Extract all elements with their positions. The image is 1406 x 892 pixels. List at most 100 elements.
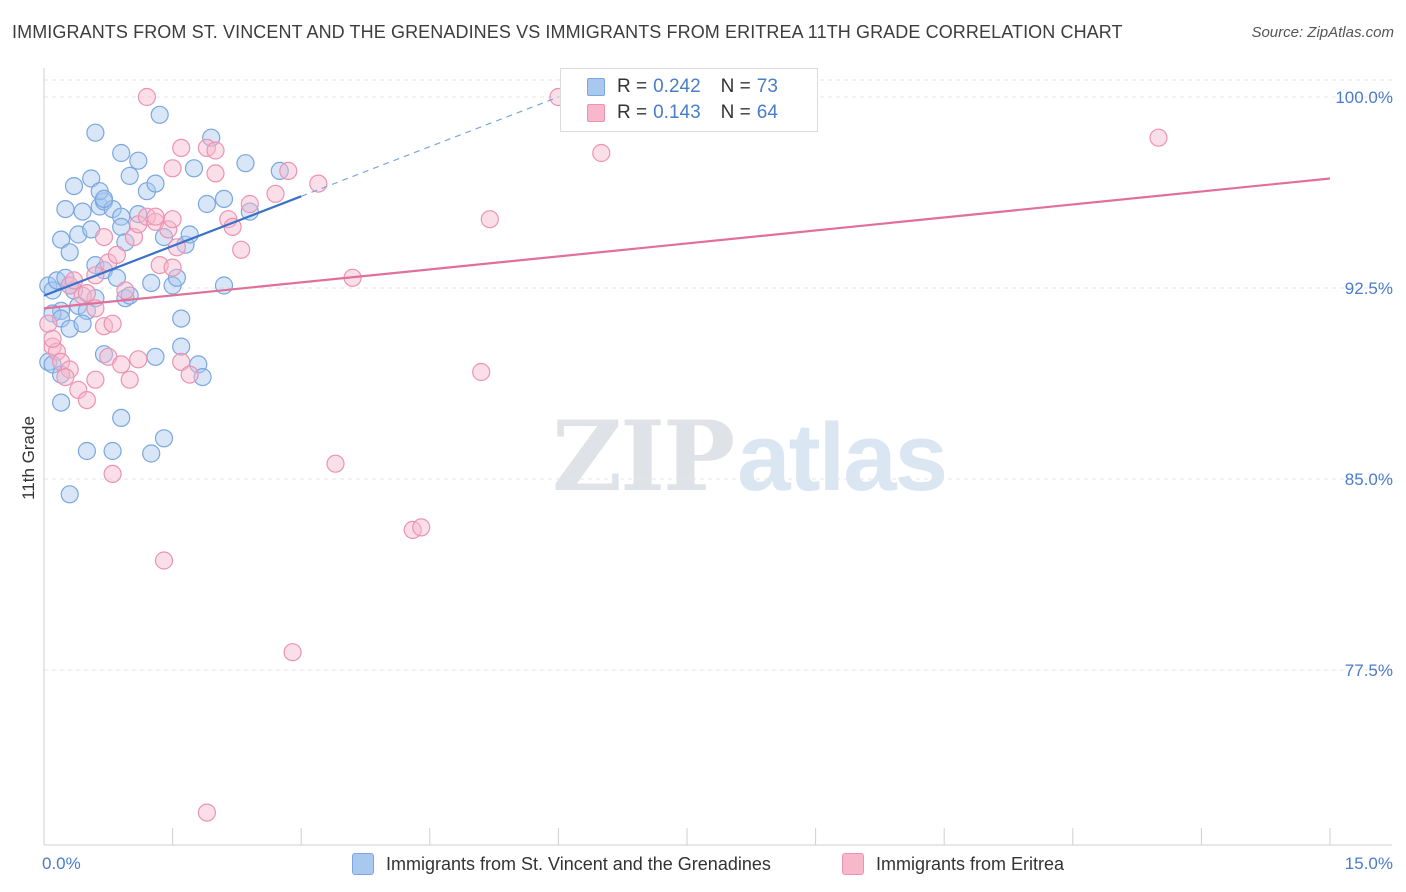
data-point-eritrea (412, 518, 431, 537)
data-point-st-vincent (56, 200, 75, 219)
data-point-st-vincent (60, 243, 79, 262)
legend-r-value: 0.143 (653, 102, 701, 123)
data-point-eritrea (103, 464, 122, 483)
data-point-eritrea (197, 803, 216, 822)
y-tick-label: 100.0% (1335, 88, 1393, 107)
data-point-st-vincent (154, 429, 174, 448)
data-point-eritrea (279, 161, 298, 180)
data-point-eritrea (232, 240, 251, 259)
source-credit: Source: ZipAtlas.com (1251, 24, 1394, 41)
data-point-eritrea (309, 174, 328, 193)
data-point-eritrea (1149, 128, 1168, 147)
legend-swatch-blue (587, 78, 605, 96)
trend-line-st-vincent-extension (300, 96, 559, 197)
data-point-eritrea (163, 159, 182, 178)
series-legend: Immigrants from St. Vincent and the Gren… (0, 850, 1406, 878)
data-point-eritrea (146, 207, 165, 226)
watermark-atlas: atlas (737, 404, 948, 511)
data-point-st-vincent (167, 268, 186, 287)
y-axis-label: 11th Grade (19, 416, 38, 500)
data-point-st-vincent (129, 151, 148, 170)
data-point-eritrea (77, 391, 97, 410)
data-point-eritrea (112, 355, 131, 374)
data-point-eritrea (94, 228, 114, 247)
series-legend-pink: Immigrants from Eritrea (842, 850, 1064, 878)
data-point-eritrea (159, 220, 178, 239)
data-point-st-vincent (60, 485, 79, 504)
legend-row-pink: R = 0.143 N = 64 (587, 101, 778, 125)
stats-legend: R = 0.242 N = 73 R = 0.143 N = 64 (560, 68, 818, 132)
data-point-st-vincent (77, 441, 97, 461)
data-point-eritrea (129, 350, 148, 369)
legend-n-label: N = (720, 76, 751, 97)
data-point-eritrea (103, 314, 122, 333)
data-point-st-vincent (82, 169, 101, 188)
series-legend-blue: Immigrants from St. Vincent and the Gren… (352, 850, 771, 878)
data-point-eritrea (137, 87, 156, 107)
data-point-st-vincent (184, 159, 204, 178)
data-point-eritrea (206, 164, 225, 183)
data-point-st-vincent (73, 314, 92, 333)
y-tick-label: 85.0% (1345, 470, 1393, 489)
data-point-eritrea (163, 210, 182, 229)
data-point-st-vincent (103, 441, 122, 461)
data-point-st-vincent (142, 444, 161, 463)
legend-n-label: N = (720, 102, 751, 123)
data-point-eritrea (39, 314, 58, 333)
legend-r-label: R = (617, 102, 648, 123)
y-tick-labels: 100.0% 92.5% 85.0% 77.5% (1335, 88, 1393, 680)
data-point-eritrea (172, 138, 191, 157)
series-pink-points (39, 87, 1168, 822)
data-point-eritrea (86, 370, 105, 389)
data-point-eritrea (266, 184, 285, 203)
trend-line-st-vincent (43, 195, 302, 297)
data-point-st-vincent (197, 194, 216, 214)
data-point-st-vincent (214, 189, 234, 208)
data-point-st-vincent (142, 273, 161, 292)
data-point-st-vincent (120, 166, 139, 185)
data-point-eritrea (172, 352, 191, 371)
data-point-st-vincent (116, 233, 135, 252)
data-point-st-vincent (240, 202, 259, 221)
data-point-st-vincent (146, 174, 165, 193)
series-name-blue: Immigrants from St. Vincent and the Gren… (386, 853, 771, 874)
legend-row-blue: R = 0.242 N = 73 (587, 75, 778, 99)
data-point-st-vincent (86, 123, 105, 142)
data-point-eritrea (43, 329, 62, 348)
legend-n-value: 64 (756, 102, 778, 123)
data-point-eritrea (240, 194, 259, 214)
axes (43, 68, 1392, 846)
data-point-eritrea (480, 210, 499, 229)
legend-n-value: 73 (756, 76, 778, 97)
data-point-eritrea (472, 362, 491, 382)
data-point-st-vincent (64, 177, 84, 196)
series-swatch-blue (352, 853, 374, 875)
data-point-eritrea (56, 368, 75, 387)
data-point-st-vincent (73, 202, 92, 221)
x-tick-label: 15.0% (1345, 854, 1393, 873)
data-point-st-vincent (43, 304, 62, 323)
series-swatch-pink (842, 853, 864, 875)
x-tick-labels: 0.0% 15.0% (42, 854, 1393, 873)
watermark-zip: ZIP (552, 400, 735, 513)
chart-title: IMMIGRANTS FROM ST. VINCENT AND THE GREN… (12, 22, 1123, 42)
data-point-st-vincent (112, 408, 131, 427)
trend-lines (43, 96, 1331, 310)
data-point-eritrea (206, 141, 225, 160)
data-point-eritrea (592, 143, 611, 163)
data-point-st-vincent (236, 154, 255, 173)
data-point-st-vincent (150, 105, 169, 124)
data-point-st-vincent (94, 189, 114, 208)
data-point-eritrea (163, 258, 182, 277)
data-point-st-vincent (51, 393, 71, 412)
watermark: ZIPatlas (552, 400, 948, 513)
x-tick-marks (43, 828, 1331, 845)
data-point-eritrea (326, 454, 345, 473)
data-point-st-vincent (112, 143, 131, 163)
legend-r-value: 0.242 (653, 76, 701, 97)
legend-r-label: R = (617, 76, 648, 97)
data-point-st-vincent (172, 309, 191, 328)
data-point-eritrea (283, 643, 302, 662)
data-point-st-vincent (146, 347, 165, 366)
